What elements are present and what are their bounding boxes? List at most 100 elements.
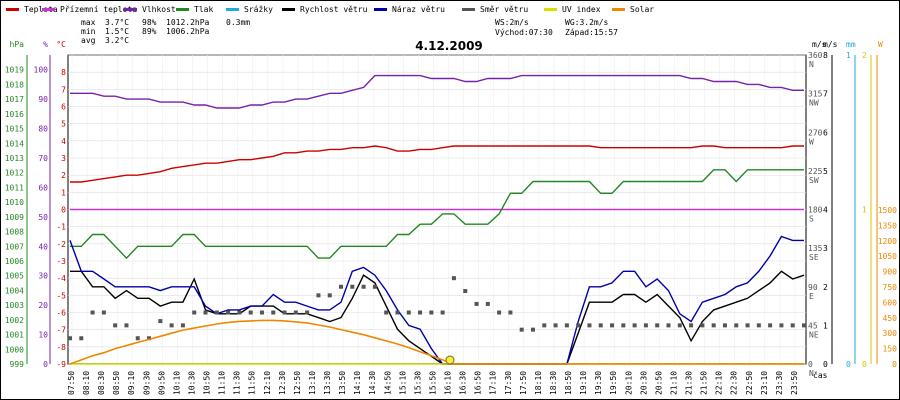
x-tick-label: 09:30 <box>142 371 151 395</box>
hpa-axis-tick: 1010 <box>5 198 24 207</box>
hpa-axis-tick: 1016 <box>5 110 24 119</box>
humidity-axis-tick: 70 <box>38 154 48 163</box>
series-n-raz-v-tru <box>69 235 804 365</box>
legend-swatch <box>374 8 387 11</box>
direction-point <box>90 310 95 315</box>
humidity-axis-tick: 50 <box>38 213 48 222</box>
wind-speed-axis-tick: 4 <box>823 206 828 215</box>
wind-speed-axis-tick: 2 <box>823 283 828 292</box>
solar-axis-label: W <box>878 40 883 49</box>
temp-axis-tick: -5 <box>56 291 66 300</box>
hpa-axis-tick: 1011 <box>5 183 24 192</box>
x-tick-label: 08:50 <box>112 371 121 395</box>
direction-axis-tick: 0 <box>808 360 813 369</box>
info-ws: WS:2m/s <box>495 18 529 27</box>
x-tick-label: 15:30 <box>413 371 422 395</box>
legend-label: Náraz větru <box>392 5 445 14</box>
x-tick-label: 12:10 <box>263 371 272 395</box>
direction-point <box>643 323 648 328</box>
legend-swatch <box>6 8 19 11</box>
direction-compass-label: W <box>809 137 814 146</box>
legend-swatch <box>42 8 55 11</box>
direction-point <box>553 323 558 328</box>
direction-point <box>779 323 784 328</box>
humidity-axis-tick: 0 <box>43 360 48 369</box>
direction-point <box>169 323 174 328</box>
series-vlhkost <box>70 74 804 109</box>
humidity-axis-tick: 60 <box>38 183 48 192</box>
temp-axis-tick: 0 <box>61 206 66 215</box>
info-sunset: Západ:15:57 <box>565 28 618 37</box>
direction-point <box>384 310 389 315</box>
direction-point <box>587 323 592 328</box>
direction-point <box>361 284 366 289</box>
temp-axis-tick: 8 <box>61 68 66 77</box>
hpa-axis-tick: 1009 <box>5 213 24 222</box>
direction-point <box>474 301 479 306</box>
humidity-axis-tick: 40 <box>38 242 48 251</box>
direction-point <box>395 310 400 315</box>
info-sunrise: Východ:07:30 <box>495 28 553 37</box>
x-tick-label: 22:10 <box>715 371 724 395</box>
hpa-axis-tick: 1001 <box>5 331 24 340</box>
x-tick-label: 10:50 <box>203 371 212 395</box>
direction-point <box>610 323 615 328</box>
hpa-axis-tick: 1014 <box>5 139 24 148</box>
direction-compass-label: N <box>809 369 814 378</box>
hpa-axis-tick: 1006 <box>5 257 24 266</box>
direction-point <box>429 310 434 315</box>
direction-point <box>440 310 445 315</box>
hpa-axis-tick: 1018 <box>5 80 24 89</box>
temp-axis-tick: -6 <box>56 309 66 318</box>
direction-compass-label: SW <box>809 176 819 185</box>
solar-axis-tick: 450 <box>883 314 898 323</box>
plot-area <box>67 54 807 365</box>
legend-label: Vlhkost <box>142 5 176 14</box>
direction-point <box>203 310 208 315</box>
direction-point <box>237 310 242 315</box>
hpa-axis-tick: 1015 <box>5 125 24 134</box>
direction-point <box>632 323 637 328</box>
x-tick-label: 07:50 <box>67 371 76 395</box>
legend-label: Srážky <box>244 5 273 14</box>
x-tick-label: 18:30 <box>549 371 558 395</box>
stat-label: max <box>81 18 96 27</box>
temp-axis-tick: 6 <box>61 103 66 112</box>
x-tick-label: 15:10 <box>398 371 407 395</box>
direction-point <box>530 327 535 332</box>
humidity-axis-label: % <box>43 40 48 49</box>
direction-point <box>226 310 231 315</box>
direction-point <box>305 310 310 315</box>
wind-speed-axis-tick: 3 <box>823 244 828 253</box>
wind-speed-axis-tick: 6 <box>823 128 828 137</box>
humidity-axis-tick: 20 <box>38 301 48 310</box>
wind-speed-axis-label: m/s <box>812 40 827 49</box>
direction-point <box>756 323 761 328</box>
x-tick-label: 22:50 <box>745 371 754 395</box>
x-tick-label: 15:50 <box>428 371 437 395</box>
direction-point <box>485 301 490 306</box>
direction-point <box>214 310 219 315</box>
x-tick-label: 23:30 <box>775 371 784 395</box>
legend-label: Přízemní teplota <box>60 5 137 14</box>
x-tick-label: 16:30 <box>459 371 468 395</box>
x-tick-label: 16:50 <box>474 371 483 395</box>
hpa-axis-tick: 1019 <box>5 66 24 75</box>
hpa-axis-tick: 1013 <box>5 154 24 163</box>
legend: Teplota Přízemní teplota Vlhkost Tlak Srážky… <box>6 5 654 14</box>
temp-axis-tick: -9 <box>56 360 66 369</box>
temp-axis-tick: 1 <box>61 188 66 197</box>
direction-point <box>418 310 423 315</box>
direction-point <box>350 284 355 289</box>
solar-axis-tick: 1200 <box>878 237 897 246</box>
humidity-axis-tick: 90 <box>38 95 48 104</box>
hpa-axis-tick: 1007 <box>5 242 24 251</box>
direction-point <box>576 323 581 328</box>
temp-axis-tick: -7 <box>56 326 66 335</box>
temp-axis-tick: -1 <box>56 223 66 232</box>
direction-compass-label: E <box>809 292 814 301</box>
legend-label: Teplota <box>24 5 58 14</box>
direction-point <box>790 323 795 328</box>
direction-point <box>711 323 716 328</box>
hpa-axis-tick: 1000 <box>5 345 24 354</box>
